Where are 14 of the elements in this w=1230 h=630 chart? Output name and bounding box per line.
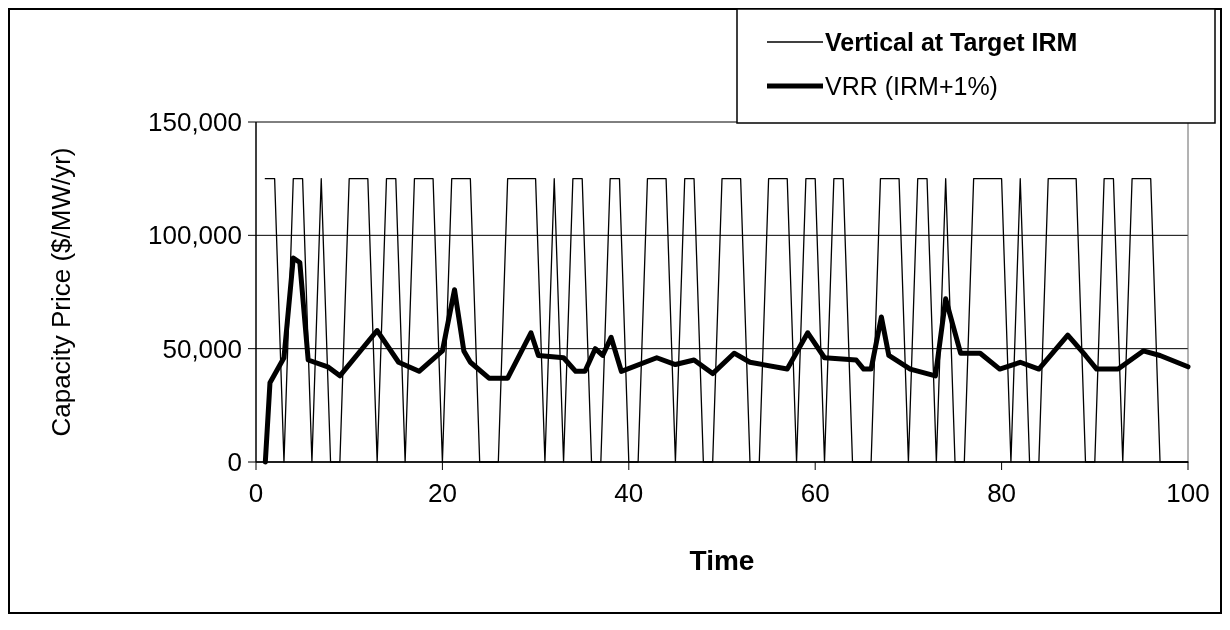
x-tick-label: 40 [614,478,644,508]
x-tick-label: 100 [1166,478,1210,508]
x-tick-label: 80 [987,478,1017,508]
y-tick-label: 150,000 [148,107,242,137]
y-tick-label: 100,000 [148,220,242,251]
y-axis-title: Capacity Price ($/MW/yr) [46,147,76,437]
legend-label: Vertical at Target IRM [825,28,1078,56]
y-tick-label: 50,000 [162,333,242,364]
x-tick-label: 20 [427,478,457,508]
x-tick-label: 60 [800,478,830,508]
legend-label: VRR (IRM+1%) [825,72,998,100]
x-axis-title: Time [689,545,755,576]
y-tick-label: 0 [227,447,242,477]
x-tick-label: 0 [248,478,264,508]
